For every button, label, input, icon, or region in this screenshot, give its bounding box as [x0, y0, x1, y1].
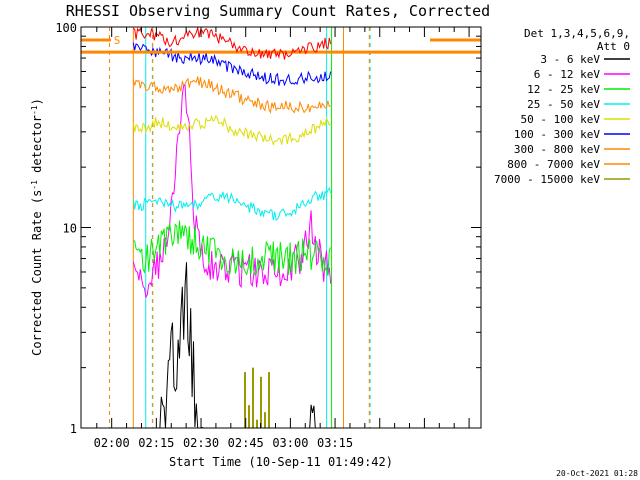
x-tick-label: 02:00 [94, 436, 130, 450]
series-line [133, 27, 332, 60]
legend-entry-label: 7000 - 15000 keV [494, 173, 600, 186]
legend-header-line1: Det 1,3,4,5,6,9, [524, 27, 630, 40]
series-line [132, 114, 332, 146]
series-line [244, 367, 270, 428]
x-tick-label: 02:15 [138, 436, 174, 450]
flag-label: S [114, 34, 121, 47]
series-line [133, 262, 331, 429]
y-tick-label: 1 [70, 422, 77, 436]
x-tick-label: 03:00 [272, 436, 308, 450]
y-axis: 1 10 100 [55, 21, 481, 436]
legend-entry-label: 25 - 50 keV [527, 98, 600, 111]
x-tick-label: 02:45 [228, 436, 264, 450]
legend-entry-label: 6 - 12 keV [534, 68, 601, 81]
y-tick-label: 100 [55, 21, 77, 35]
x-axis-label: Start Time (10-Sep-11 01:49:42) [169, 455, 393, 469]
y-axis-label: Corrected Count Rate (s-1 detector-1) [30, 98, 45, 356]
chart-title: RHESSI Observing Summary Count Rates, Co… [66, 2, 490, 20]
legend-entry-label: 100 - 300 keV [514, 128, 600, 141]
legend-entry-label: 3 - 6 keV [540, 53, 600, 66]
plot-area: S [81, 27, 481, 429]
legend-header-line2: Att 0 [597, 40, 630, 53]
legend-entry-label: 12 - 25 keV [527, 83, 600, 96]
x-axis: 02:00 02:15 02:30 02:45 03:00 03:15 [94, 27, 470, 450]
timestamp: 20-Oct-2021 01:28 [556, 469, 638, 478]
legend-entry-label: 300 - 800 keV [514, 143, 600, 156]
y-tick-label: 10 [63, 222, 77, 236]
legend-entry-label: 800 - 7000 keV [507, 158, 600, 171]
legend: Det 1,3,4,5,6,9, Att 0 3 - 6 keV 6 - 12 k… [494, 27, 630, 186]
x-tick-label: 03:15 [317, 436, 353, 450]
series-line [132, 42, 332, 87]
legend-entry-label: 50 - 100 keV [521, 113, 601, 126]
series-line [133, 220, 332, 276]
x-tick-label: 02:30 [183, 436, 219, 450]
series-line [132, 186, 332, 221]
series-line [132, 76, 331, 114]
